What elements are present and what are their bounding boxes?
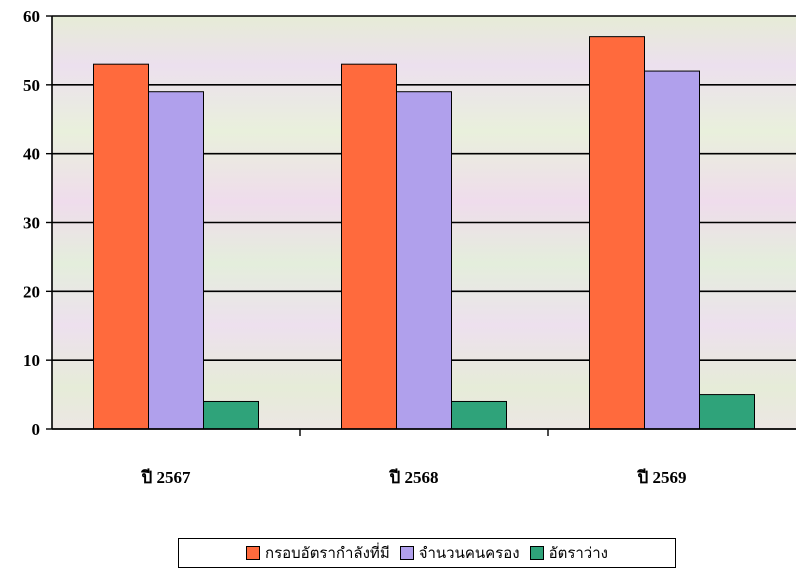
x-tick-label: ปี 2567 — [141, 467, 191, 487]
bar-occupied — [644, 70, 700, 430]
bar-vacant — [699, 394, 755, 430]
axes — [46, 15, 796, 436]
legend: กรอบอัตรากำลังที่มี จำนวนคนครอง อัตราว่า… — [178, 538, 676, 568]
bar-framework — [341, 63, 397, 430]
bar-occupied — [396, 91, 452, 430]
bar-framework — [589, 36, 645, 430]
bar-vacant — [451, 400, 507, 430]
legend-item-vacant: อัตราว่าง — [529, 541, 608, 565]
y-tick-label: 20 — [23, 282, 40, 301]
legend-item-occupied: จำนวนคนครอง — [399, 541, 520, 565]
bar-framework — [93, 63, 149, 430]
y-tick-label: 50 — [23, 76, 40, 95]
bars — [93, 36, 755, 430]
bar-vacant — [203, 400, 259, 430]
legend-item-framework: กรอบอัตรากำลังที่มี — [246, 541, 390, 565]
y-tick-label: 0 — [32, 420, 41, 439]
y-tick-label: 30 — [23, 214, 40, 233]
legend-swatch-vacant — [529, 546, 544, 560]
x-tick-label: ปี 2569 — [637, 467, 687, 487]
bar-occupied — [148, 91, 204, 430]
y-tick-label: 60 — [23, 7, 40, 26]
legend-label-vacant: อัตราว่าง — [548, 544, 608, 562]
x-tick-label: ปี 2568 — [389, 467, 439, 487]
legend-swatch-occupied — [399, 546, 414, 560]
y-tick-label: 10 — [23, 351, 40, 370]
legend-label-framework: กรอบอัตรากำลังที่มี — [265, 544, 390, 562]
y-tick-label: 40 — [23, 145, 40, 164]
legend-label-occupied: จำนวนคนครอง — [418, 544, 520, 562]
legend-swatch-framework — [246, 546, 261, 560]
axis-labels: 0 10 20 30 40 50 60 ปี 2567 ปี 2568 ปี 2569 — [23, 7, 687, 487]
